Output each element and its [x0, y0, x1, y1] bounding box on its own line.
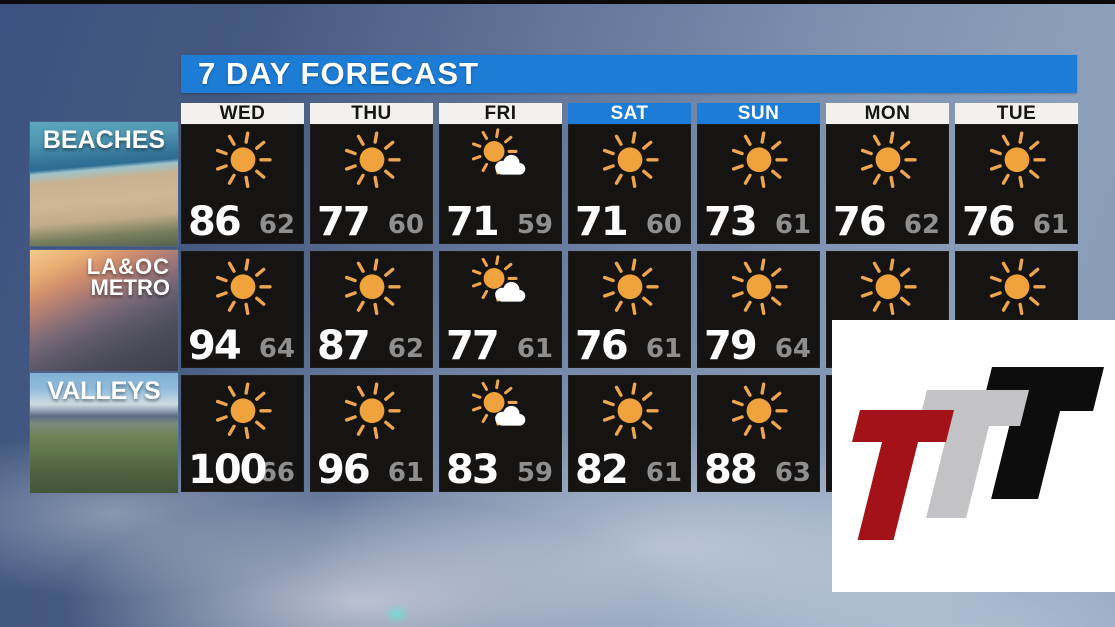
temp-high: 88 — [704, 447, 758, 493]
day-header-fri: FRI — [439, 103, 562, 124]
forecast-cell: 71 59 — [439, 124, 562, 244]
partly-cloudy-icon — [439, 126, 562, 200]
forecast-cell: 88 63 — [697, 375, 820, 492]
temp-high: 76 — [962, 199, 1016, 245]
temp-high: 71 — [446, 199, 500, 245]
sunny-icon — [568, 126, 691, 198]
forecast-cell: 94 64 — [181, 251, 304, 368]
temp-high: 96 — [317, 447, 371, 493]
forecast-cell: 100 66 — [181, 375, 304, 492]
temp-low: 61 — [516, 334, 553, 364]
temp-high: 71 — [575, 199, 629, 245]
top-letterbox-strip — [0, 0, 1115, 4]
forecast-cell: 79 64 — [697, 251, 820, 368]
temp-low: 66 — [258, 458, 295, 488]
forecast-cell: 96 61 — [310, 375, 433, 492]
day-header-mon: MON — [826, 103, 949, 124]
forecast-cell: 83 59 — [439, 375, 562, 492]
sunny-icon — [697, 253, 820, 325]
temp-high: 76 — [833, 199, 887, 245]
sunny-icon — [181, 253, 304, 325]
temp-high: 83 — [446, 447, 500, 493]
temp-low: 60 — [387, 210, 424, 240]
sunny-icon — [310, 377, 433, 449]
temp-high: 94 — [188, 323, 242, 369]
sunny-icon — [568, 253, 691, 325]
temp-high: 86 — [188, 199, 242, 245]
partly-cloudy-icon — [439, 253, 562, 327]
forecast-cell: 77 61 — [439, 251, 562, 368]
region-photo-valleys: VALLEYS — [30, 373, 178, 493]
temp-low: 61 — [1032, 210, 1069, 240]
forecast-cell: 76 61 — [568, 251, 691, 368]
temp-low: 62 — [903, 210, 940, 240]
title-bar: 7 DAY FORECAST — [181, 55, 1077, 93]
temp-low: 63 — [774, 458, 811, 488]
temp-low: 61 — [774, 210, 811, 240]
lens-flare — [384, 604, 410, 624]
day-header-thu: THU — [310, 103, 433, 124]
forecast-cell: 82 61 — [568, 375, 691, 492]
temp-high: 76 — [575, 323, 629, 369]
sunny-icon — [568, 377, 691, 449]
sunny-icon — [955, 253, 1078, 325]
sunny-icon — [181, 126, 304, 198]
temp-low: 61 — [645, 458, 682, 488]
forecast-column-thu: THU 77 60 87 62 96 61 — [310, 103, 433, 492]
temp-low: 64 — [774, 334, 811, 364]
partly-cloudy-icon — [439, 377, 562, 451]
temp-low: 61 — [645, 334, 682, 364]
region-label-la-oc-metro: LA&OC METRO — [86, 254, 170, 300]
forecast-cell: 71 60 — [568, 124, 691, 244]
forecast-column-sun: SUN 73 61 79 64 88 63 — [697, 103, 820, 492]
forecast-cell: 87 62 — [310, 251, 433, 368]
temp-low: 62 — [258, 210, 295, 240]
forecast-column-fri: FRI 71 59 77 61 83 59 — [439, 103, 562, 492]
region-photo-la-oc-metro: LA&OC METRO — [30, 250, 178, 371]
sunny-icon — [826, 126, 949, 198]
temp-low: 60 — [645, 210, 682, 240]
sunny-icon — [826, 253, 949, 325]
temp-high: 77 — [317, 199, 371, 245]
forecast-column-wed: WED 86 62 94 64 100 66 — [181, 103, 304, 492]
page-title: 7 DAY FORECAST — [198, 56, 480, 91]
temp-high: 82 — [575, 447, 629, 493]
forecast-cell: 76 61 — [955, 124, 1078, 244]
forecast-column-sat: SAT 71 60 76 61 82 61 — [568, 103, 691, 492]
forecast-cell: 86 62 — [181, 124, 304, 244]
temp-low: 59 — [516, 210, 553, 240]
temp-low: 62 — [387, 334, 424, 364]
station-logo-box — [832, 320, 1115, 592]
forecast-cell: 77 60 — [310, 124, 433, 244]
sunny-icon — [310, 253, 433, 325]
temp-low: 64 — [258, 334, 295, 364]
region-label-valleys: VALLEYS — [47, 377, 161, 405]
day-header-wed: WED — [181, 103, 304, 124]
sunny-icon — [955, 126, 1078, 198]
temp-high: 73 — [704, 199, 758, 245]
sunny-icon — [697, 126, 820, 198]
temp-low: 59 — [516, 458, 553, 488]
forecast-cell: 76 62 — [826, 124, 949, 244]
day-header-sun: SUN — [697, 103, 820, 124]
sunny-icon — [181, 377, 304, 449]
temp-high: 100 — [188, 447, 267, 493]
day-header-tue: TUE — [955, 103, 1078, 124]
logo-letter-t-red — [828, 410, 954, 540]
temp-high: 79 — [704, 323, 758, 369]
sunny-icon — [310, 126, 433, 198]
region-label-beaches: BEACHES — [42, 126, 166, 154]
temp-high: 77 — [446, 323, 500, 369]
temp-low: 61 — [387, 458, 424, 488]
forecast-cell: 73 61 — [697, 124, 820, 244]
temp-high: 87 — [317, 323, 371, 369]
day-header-sat: SAT — [568, 103, 691, 124]
sunny-icon — [697, 377, 820, 449]
region-photo-beaches: BEACHES — [30, 122, 178, 246]
